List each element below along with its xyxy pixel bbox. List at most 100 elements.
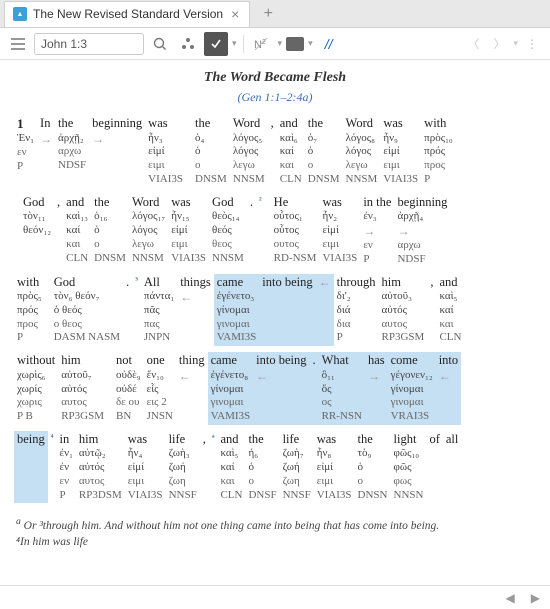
- interlinear-word[interactable]: throughδι'₂διάδιαP: [334, 274, 379, 347]
- interlinear-word[interactable]: wasἦν₈εἰμίειμιVIAI3S: [314, 431, 355, 504]
- interlinear-word[interactable]: into being: [259, 274, 315, 347]
- panel-menu-icon[interactable]: [6, 32, 30, 56]
- interlinear-word[interactable]: andκαὶ₅καίκαιCLN: [217, 431, 245, 504]
- tab-add-button[interactable]: +: [258, 5, 278, 23]
- interlinear-word[interactable]: of: [426, 431, 442, 504]
- visual-filter-icon[interactable]: [176, 32, 200, 56]
- interlinear-word[interactable]: Wordλόγος₁₇λόγοςλεγωNNSM: [129, 194, 168, 268]
- interlinear-grid: 1Ἐν₁ενPIn→theἀρχῇ₂αρχωNDSFbeginning→wasἦ…: [14, 115, 536, 503]
- interlinear-word[interactable]: ←: [316, 274, 334, 347]
- interlinear-word[interactable]: withπρὸς₅πρόςπροςP: [14, 274, 45, 347]
- toolbar-divider: [243, 35, 244, 53]
- interlinear-word[interactable]: ,: [268, 115, 277, 188]
- interlinear-word[interactable]: wasἦν₄εἰμίειμιVIAI3S: [125, 431, 166, 504]
- interlinear-word[interactable]: Godτὸν₆ θεόν₇ὁ θεόςο θεοςDASM NASM: [51, 274, 123, 347]
- dropdown-caret-icon[interactable]: ▾: [232, 38, 237, 49]
- interlinear-word[interactable]: into←: [436, 352, 461, 425]
- interlinear-word[interactable]: Wordλόγος₈λόγοςλεγωNNSM: [343, 115, 381, 188]
- check-toggle-icon[interactable]: [204, 32, 228, 56]
- interlinear-word[interactable]: theὁ₄ὁοDNSM: [192, 115, 230, 188]
- interlinear-word[interactable]: cameἐγένετο₃γίνομαιγινομαιVAMI3S: [214, 274, 260, 347]
- interlinear-word[interactable]: himαὐτῷ₂αὐτόςαυτοςRP3DSM: [76, 431, 125, 504]
- interlinear-word[interactable]: Godθεὸς₁₄θεόςθεοςNNSM: [209, 194, 247, 268]
- interlinear-word[interactable]: comeγέγονεν₁₂γίνομαιγινομαιVRAI3S: [388, 352, 436, 425]
- footnote-b: ⁴In him was life: [16, 534, 534, 550]
- interlinear-word[interactable]: cameἐγένετο₈γίνομαιγινομαιVAMI3S: [208, 352, 254, 425]
- tab-bar: The New Revised Standard Version × +: [0, 0, 550, 28]
- tab-title: The New Revised Standard Version: [33, 7, 223, 21]
- interlinear-word[interactable]: withoutχωρὶς₆χωρίςχωριςP B: [14, 352, 58, 425]
- toolbar: John 1:3 ▾ N2 ▾ ▾ // 〈 〉 ▾ ⋮: [0, 28, 550, 60]
- panel-menu-icon[interactable]: ⋮: [520, 32, 544, 56]
- interlinear-toggle-icon[interactable]: N2: [250, 32, 274, 56]
- interlinear-word[interactable]: 1Ἐν₁ενP: [14, 115, 37, 188]
- nav-back-icon[interactable]: 〈: [461, 32, 485, 56]
- interlinear-word[interactable]: theὁ₇ὁοDNSM: [305, 115, 343, 188]
- interlinear-word[interactable]: wasἦν₉εἰμίειμιVIAI3S: [380, 115, 421, 188]
- interlinear-word[interactable]: himαὐτοῦ₇αὐτόςαυτοςRP3GSM: [58, 352, 107, 425]
- interlinear-word[interactable]: ,: [54, 194, 63, 268]
- interlinear-word[interactable]: wasἦν₃εἰμίειμιVIAI3S: [145, 115, 186, 188]
- page-next-icon[interactable]: ▶: [531, 591, 540, 605]
- interlinear-word[interactable]: Whatὃ₁₁ὅςοςRR-NSN: [319, 352, 365, 425]
- toolbar-right: 〈 〉 ▾ ⋮: [461, 32, 544, 56]
- interlinear-word[interactable]: Heοὗτος₁οὗτοςουτοςRD-NSM: [271, 194, 320, 268]
- interlinear-word[interactable]: ᵃ: [209, 431, 218, 504]
- interlinear-word[interactable]: Wordλόγος₅λόγοςλεγωNNSM: [230, 115, 268, 188]
- cross-reference[interactable]: (Gen 1:1–2:4a): [14, 90, 536, 105]
- view-mode-icon[interactable]: [286, 37, 304, 51]
- interlinear-word[interactable]: .: [247, 194, 256, 268]
- content-area: The Word Became Flesh (Gen 1:1–2:4a) 1Ἐν…: [0, 60, 550, 585]
- interlinear-word[interactable]: .: [123, 274, 132, 347]
- page-prev-icon[interactable]: ◀: [506, 591, 515, 605]
- interlinear-word[interactable]: beginningἀρχῇ₄→αρχωNDSF: [394, 194, 450, 268]
- interlinear-word[interactable]: into being←: [253, 352, 309, 425]
- interlinear-word[interactable]: theἡ₆ὁοDNSF: [245, 431, 279, 504]
- interlinear-word[interactable]: beginning→: [89, 115, 145, 188]
- book-icon: [13, 7, 27, 21]
- interlinear-word[interactable]: thing←: [176, 352, 208, 425]
- dropdown-caret-icon[interactable]: ▾: [308, 38, 313, 49]
- interlinear-word[interactable]: wasἦν₂εἰμίειμιVIAI3S: [319, 194, 360, 268]
- interlinear-word[interactable]: In→: [37, 115, 55, 188]
- search-icon[interactable]: [148, 32, 172, 56]
- dropdown-caret-icon[interactable]: ▾: [278, 38, 283, 49]
- tab-close-icon[interactable]: ×: [229, 6, 241, 22]
- interlinear-word[interactable]: being: [14, 431, 48, 504]
- interlinear-word[interactable]: notοὐδὲ₉οὐδέδε ουBN: [113, 352, 144, 425]
- interlinear-word[interactable]: wasἦν₁₅εἰμίειμιVIAI3S: [168, 194, 209, 268]
- interlinear-word[interactable]: andκαὶ₁₃καίκαιCLN: [63, 194, 91, 268]
- footer-bar: ◀ ▶: [0, 585, 550, 609]
- interlinear-word[interactable]: andκαὶ₅καίκαιCLN: [436, 274, 464, 347]
- interlinear-word[interactable]: theτὸ₉ὁοDNSN: [355, 431, 391, 504]
- interlinear-word[interactable]: ³: [132, 274, 141, 347]
- interlinear-word[interactable]: theἀρχῇ₂αρχωNDSF: [55, 115, 89, 188]
- interlinear-word[interactable]: things←: [177, 274, 214, 347]
- interlinear-word[interactable]: withπρὸς₁₀πρόςπροςP: [421, 115, 456, 188]
- interlinear-word[interactable]: andκαὶ₆καίκαιCLN: [277, 115, 305, 188]
- interlinear-word[interactable]: lifeζωὴ₃ζωήζωηNNSF: [166, 431, 200, 504]
- interlinear-word[interactable]: lifeζωὴ₇ζωήζωηNNSF: [280, 431, 314, 504]
- interlinear-word[interactable]: has→: [365, 352, 388, 425]
- interlinear-word[interactable]: in theἐν₃→ενP: [360, 194, 394, 268]
- interlinear-word[interactable]: inἐν₁ἐνενP: [56, 431, 75, 504]
- parallel-icon[interactable]: //: [317, 32, 341, 56]
- nav-forward-icon[interactable]: 〉: [487, 32, 511, 56]
- footnotes: a Or ³through him. And without him not o…: [14, 509, 536, 552]
- interlinear-word[interactable]: Allπάντα₁πᾶςπαςJNPN: [141, 274, 177, 347]
- interlinear-word[interactable]: all: [443, 431, 462, 504]
- interlinear-word[interactable]: ,: [200, 431, 209, 504]
- interlinear-word[interactable]: ⁴: [48, 431, 57, 504]
- interlinear-word[interactable]: Godτὸν₁₁θεόν₁₂: [20, 194, 54, 268]
- interlinear-word[interactable]: oneἕν₁₀εἷςεις 2JNSN: [144, 352, 176, 425]
- dropdown-caret-icon[interactable]: ▾: [513, 38, 518, 49]
- interlinear-word[interactable]: ,: [427, 274, 436, 347]
- interlinear-word[interactable]: ²: [256, 194, 265, 268]
- tab-active[interactable]: The New Revised Standard Version ×: [4, 1, 250, 27]
- interlinear-word[interactable]: himαὐτοῦ₃αὐτόςαυτοςRP3GSM: [379, 274, 428, 347]
- app-window: The New Revised Standard Version × + Joh…: [0, 0, 550, 609]
- interlinear-word[interactable]: .: [309, 352, 318, 425]
- interlinear-word[interactable]: theὁ₁₆ὁοDNSM: [91, 194, 129, 268]
- reference-input[interactable]: John 1:3: [34, 33, 144, 55]
- interlinear-word[interactable]: lightφῶς₁₀φῶςφωςNNSN: [391, 431, 427, 504]
